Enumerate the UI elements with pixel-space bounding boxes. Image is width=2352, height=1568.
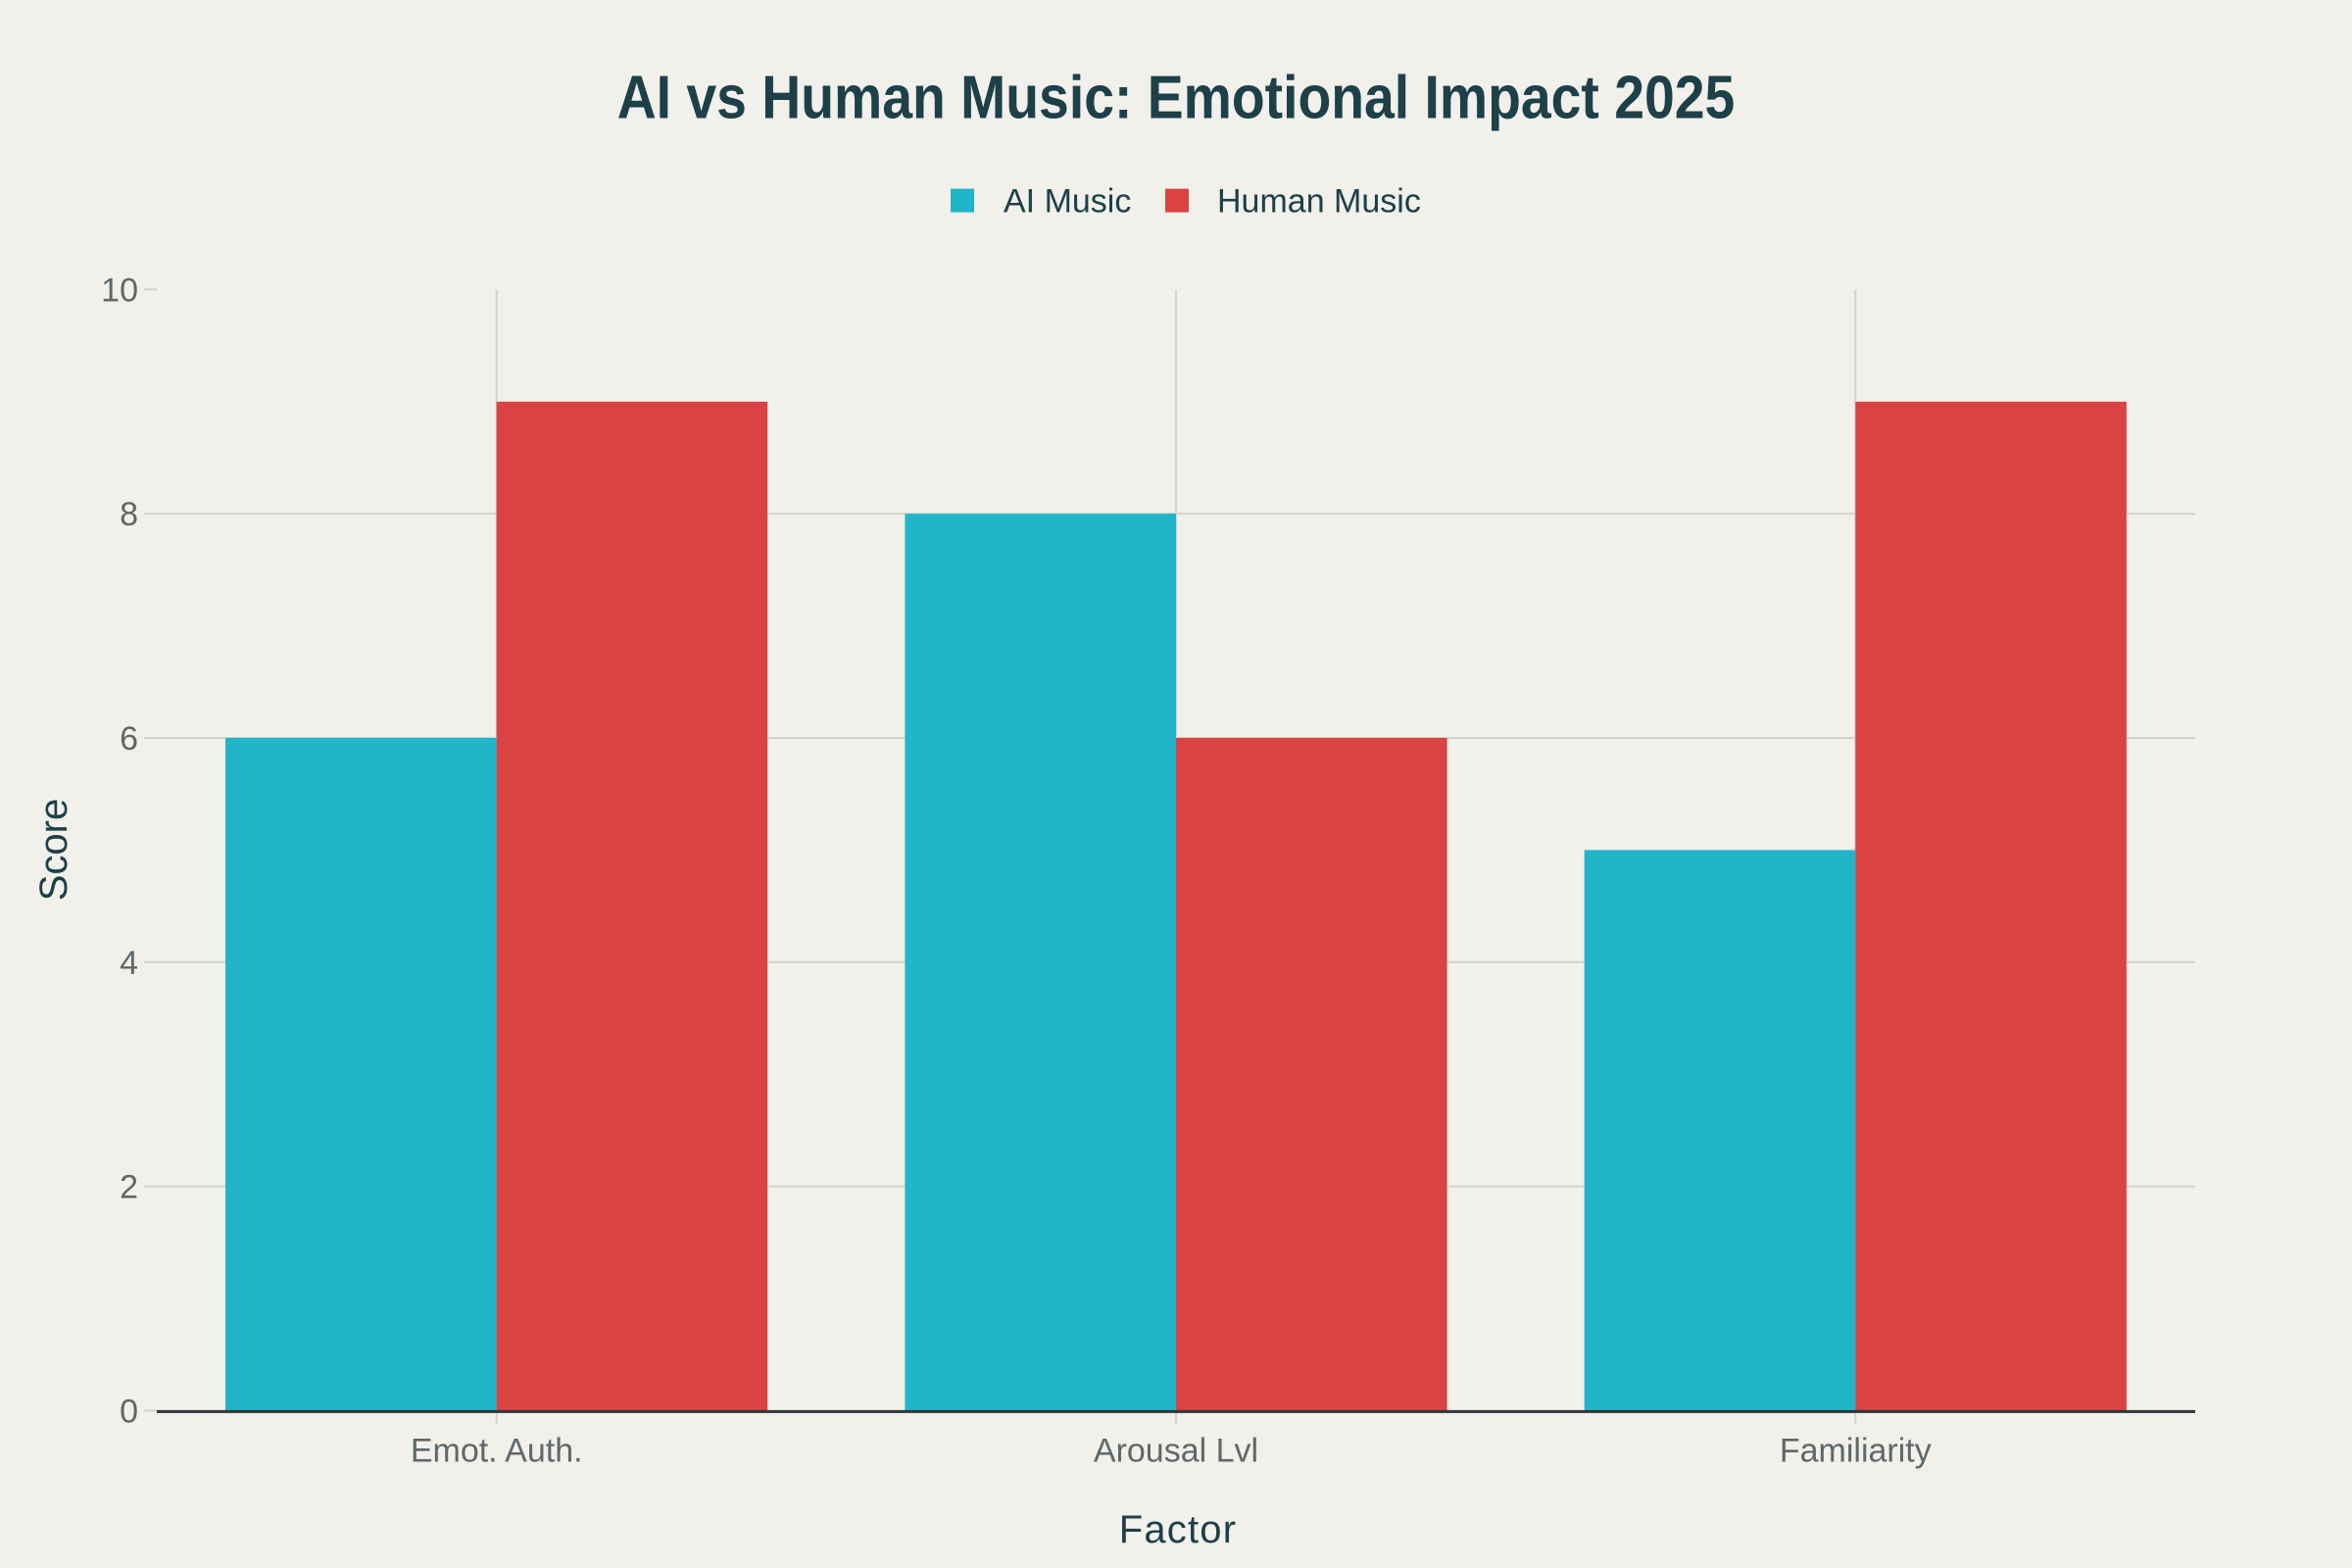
svg-text:2: 2 — [120, 1169, 138, 1206]
svg-text:Score: Score — [32, 799, 75, 902]
svg-text:Factor: Factor — [1119, 1508, 1238, 1551]
svg-text:Arousal Lvl: Arousal Lvl — [1094, 1433, 1258, 1470]
svg-text:4: 4 — [120, 945, 138, 982]
svg-text:8: 8 — [120, 496, 138, 533]
svg-text:6: 6 — [120, 720, 138, 758]
svg-text:AI vs Human Music: Emotional I: AI vs Human Music: Emotional Impact 2025 — [617, 65, 1736, 132]
svg-text:AI Music: AI Music — [1004, 183, 1131, 220]
svg-text:Human Music: Human Music — [1217, 183, 1421, 220]
svg-text:Familiarity: Familiarity — [1780, 1433, 1932, 1470]
svg-text:0: 0 — [120, 1393, 138, 1430]
svg-text:Emot. Auth.: Emot. Auth. — [411, 1433, 583, 1470]
svg-text:10: 10 — [101, 271, 138, 309]
